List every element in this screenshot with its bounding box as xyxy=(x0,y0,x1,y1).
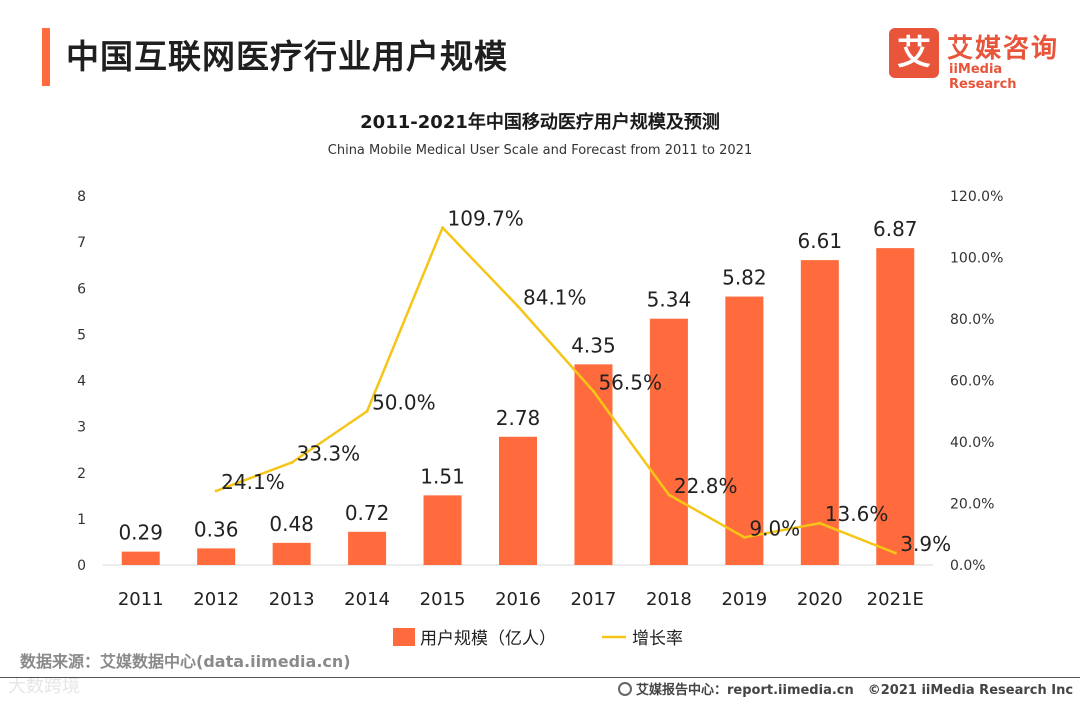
bar-value-label: 6.61 xyxy=(798,229,843,253)
bar-value-label: 4.35 xyxy=(571,333,616,357)
x-tick-label: 2014 xyxy=(344,589,390,610)
axis-layer: 0123456780.0%20.0%40.0%60.0%80.0%100.0%1… xyxy=(77,189,1003,610)
x-tick-label: 2018 xyxy=(646,589,692,610)
logo-name-en: iiMedia Research xyxy=(949,62,1017,92)
growth-point-2019 xyxy=(742,535,746,539)
iimedia-logo: 艾 艾媒咨询 iiMedia Research xyxy=(889,28,1064,92)
growth-point-2013 xyxy=(290,461,294,465)
bar-value-label: 5.82 xyxy=(722,266,767,290)
page-title: 中国互联网医疗行业用户规模 xyxy=(66,37,508,76)
growth-point-2015 xyxy=(441,226,445,230)
x-tick-label: 2021E xyxy=(867,589,924,610)
growth-value-label: 9.0% xyxy=(749,516,800,540)
bar-2019 xyxy=(725,296,764,565)
y-left-tick-label: 7 xyxy=(77,235,86,251)
bar-2021E xyxy=(876,248,915,565)
y-right-tick-label: 20.0% xyxy=(950,497,994,513)
x-tick-label: 2016 xyxy=(495,589,541,610)
footer-divider xyxy=(0,677,1080,678)
bar-value-label: 0.29 xyxy=(118,521,163,545)
chart-subtitle: China Mobile Medical User Scale and Fore… xyxy=(327,143,753,158)
watermark: 大数跨境 xyxy=(8,676,80,697)
title-accent-bar xyxy=(42,28,50,86)
bar-2020 xyxy=(800,260,839,565)
logo-mark: 艾 xyxy=(889,28,939,78)
growth-point-2016 xyxy=(516,304,520,308)
growth-value-label: 84.1% xyxy=(523,285,587,309)
growth-point-2021E xyxy=(893,551,897,555)
bar-value-label: 6.87 xyxy=(873,217,918,241)
chart-title: 2011-2021年中国移动医疗用户规模及预测 xyxy=(360,112,720,133)
x-tick-label: 2013 xyxy=(269,589,315,610)
y-right-tick-label: 60.0% xyxy=(950,374,994,390)
growth-value-label: 33.3% xyxy=(297,442,361,466)
bar-2016 xyxy=(499,436,537,565)
y-right-tick-label: 120.0% xyxy=(950,189,1003,205)
growth-value-label: 13.6% xyxy=(825,502,889,526)
label-layer: 0.29 0.36 0.48 0.72 1.51 2.78 4.35 5.34 5.82 6.61… xyxy=(118,207,951,556)
y-left-tick-label: 3 xyxy=(77,420,86,436)
bar-2015 xyxy=(423,495,462,565)
y-left-tick-label: 0 xyxy=(77,558,86,574)
growth-rate-line xyxy=(215,226,896,555)
y-right-tick-label: 40.0% xyxy=(950,435,994,451)
bar-value-label: 1.51 xyxy=(420,464,465,488)
growth-point-2020 xyxy=(818,521,822,525)
y-right-tick-label: 0.0% xyxy=(950,558,986,574)
growth-point-2018 xyxy=(667,493,671,497)
growth-point-2014 xyxy=(365,409,369,413)
legend-bar-label: 用户规模（亿人） xyxy=(420,629,556,649)
x-tick-label: 2020 xyxy=(797,589,843,610)
bar-2013 xyxy=(272,542,311,565)
bar-2012 xyxy=(197,548,236,565)
y-left-tick-label: 2 xyxy=(77,466,86,482)
growth-point-2017 xyxy=(591,389,595,393)
logo-name-cn: 艾媒咨询 xyxy=(947,34,1060,64)
growth-value-label: 50.0% xyxy=(372,390,436,414)
growth-value-label: 56.5% xyxy=(598,370,662,394)
y-left-tick-label: 8 xyxy=(77,189,86,205)
y-left-tick-label: 1 xyxy=(77,512,86,528)
growth-value-label: 24.1% xyxy=(221,470,285,494)
legend-bar-swatch xyxy=(393,628,415,646)
bar-value-label: 5.34 xyxy=(647,288,692,312)
bar-2018 xyxy=(649,318,688,565)
legend-layer: 用户规模（亿人） 增长率 xyxy=(393,628,683,649)
data-source: 数据来源：艾媒数据中心(data.iimedia.cn) xyxy=(20,652,351,671)
y-right-tick-label: 80.0% xyxy=(950,312,994,328)
bar-2017 xyxy=(574,364,613,565)
legend-line-label: 增长率 xyxy=(632,629,683,649)
x-tick-label: 2015 xyxy=(420,589,466,610)
y-left-tick-label: 6 xyxy=(77,281,86,297)
growth-point-2012 xyxy=(214,489,218,493)
y-left-tick-label: 4 xyxy=(77,374,86,390)
report-center-link[interactable]: 艾媒报告中心：report.iimedia.cn xyxy=(636,683,854,698)
bar-value-label: 2.78 xyxy=(496,406,541,430)
globe-icon xyxy=(618,682,632,696)
y-right-tick-label: 100.0% xyxy=(950,251,1003,267)
bar-value-label: 0.48 xyxy=(269,512,314,536)
bar-value-label: 0.36 xyxy=(194,517,239,541)
line-layer xyxy=(214,226,897,555)
x-tick-label: 2019 xyxy=(721,589,767,610)
copyright: ©2021 iiMedia Research Inc xyxy=(867,683,1074,698)
footer-bar: 艾媒报告中心：report.iimedia.cn ©2021 iiMedia Re… xyxy=(618,679,1073,698)
bar-2014 xyxy=(348,531,387,565)
bar-value-label: 0.72 xyxy=(345,501,390,525)
growth-value-label: 22.8% xyxy=(674,474,738,498)
x-tick-label: 2012 xyxy=(193,589,239,610)
x-tick-label: 2011 xyxy=(118,589,164,610)
bar-layer xyxy=(121,248,915,565)
growth-value-label: 109.7% xyxy=(448,207,524,231)
bar-2011 xyxy=(121,551,160,565)
growth-value-label: 3.9% xyxy=(900,532,951,556)
y-left-tick-label: 5 xyxy=(77,327,86,343)
x-tick-label: 2017 xyxy=(571,589,617,610)
